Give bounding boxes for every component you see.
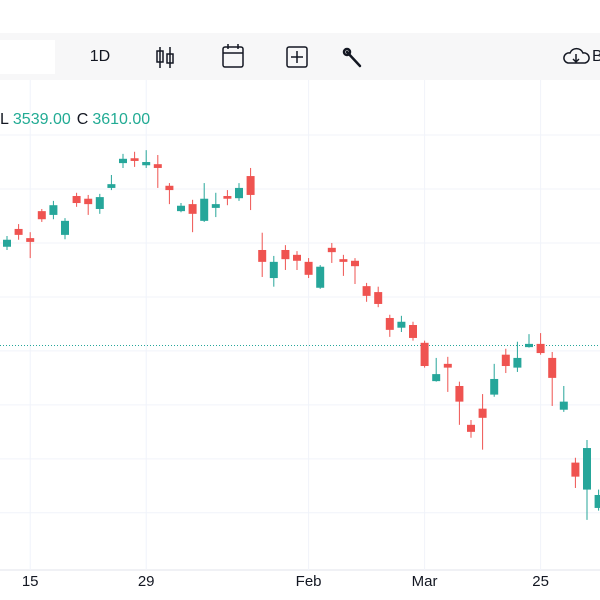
candle-body bbox=[281, 249, 290, 260]
legend-label: C bbox=[77, 111, 89, 128]
candle-body bbox=[548, 357, 557, 378]
toolbar-button[interactable]: B bbox=[592, 48, 600, 65]
candle-body bbox=[513, 357, 522, 368]
interval-button[interactable]: 1D bbox=[90, 48, 110, 65]
candle-body bbox=[293, 254, 301, 261]
candle-body bbox=[374, 292, 383, 304]
candle-body bbox=[443, 363, 452, 368]
candle-body bbox=[559, 401, 568, 410]
candle-body bbox=[316, 266, 325, 288]
candle-body bbox=[107, 184, 116, 188]
legend-label: L bbox=[0, 111, 9, 128]
candle-body bbox=[246, 176, 255, 195]
candle-body bbox=[339, 259, 348, 262]
add-icon[interactable] bbox=[286, 46, 308, 68]
candle-body bbox=[14, 228, 23, 235]
candle-body bbox=[269, 261, 278, 279]
candle-body bbox=[3, 239, 11, 247]
candle-body bbox=[304, 261, 313, 275]
candle-body bbox=[142, 162, 151, 166]
candle-body bbox=[525, 343, 533, 348]
candle-body bbox=[153, 164, 162, 168]
cloud-icon[interactable] bbox=[563, 47, 590, 64]
candle-body bbox=[594, 494, 600, 508]
candle-body bbox=[409, 325, 417, 338]
candle-body bbox=[235, 187, 243, 199]
candle-body bbox=[188, 204, 197, 214]
candle-body bbox=[61, 220, 69, 235]
calendar-icon[interactable] bbox=[222, 44, 244, 68]
candle-body bbox=[397, 321, 406, 328]
candle-body bbox=[490, 378, 499, 395]
settings-icon[interactable] bbox=[342, 47, 362, 68]
candle-body bbox=[455, 385, 464, 402]
candle-body bbox=[351, 260, 359, 267]
candle-body bbox=[385, 317, 394, 330]
candle-body bbox=[165, 185, 174, 191]
candle-body bbox=[362, 286, 371, 296]
candle-body bbox=[26, 238, 35, 242]
candle-body bbox=[223, 196, 232, 199]
candle-body bbox=[95, 197, 104, 209]
candle-body bbox=[119, 158, 127, 164]
candle-body bbox=[478, 408, 487, 418]
candle-body bbox=[177, 205, 185, 212]
candle-body bbox=[327, 247, 336, 253]
candle-body bbox=[258, 249, 267, 262]
candle-body bbox=[211, 204, 220, 208]
legend-value: 3610.00 bbox=[92, 111, 150, 128]
symbol-box[interactable] bbox=[0, 40, 55, 74]
candle-body bbox=[130, 158, 139, 161]
candle-body bbox=[200, 198, 209, 221]
candle-body bbox=[420, 342, 429, 367]
x-tick-label: Mar bbox=[412, 573, 438, 590]
candle-body bbox=[72, 196, 81, 204]
x-tick-label: 29 bbox=[138, 573, 155, 590]
candle-body bbox=[49, 205, 58, 215]
candle-body bbox=[432, 374, 441, 382]
x-tick-label: Feb bbox=[296, 573, 322, 590]
candle-body bbox=[467, 424, 475, 432]
candle-body bbox=[536, 343, 545, 354]
candle-body bbox=[37, 211, 46, 220]
plot bbox=[0, 80, 600, 570]
candle-body bbox=[571, 462, 580, 477]
candles-icon[interactable] bbox=[156, 47, 174, 68]
candle-body bbox=[501, 354, 510, 367]
x-tick-label: 15 bbox=[22, 573, 39, 590]
legend-value: 3539.00 bbox=[13, 111, 71, 128]
candle-body bbox=[84, 198, 93, 205]
x-tick-label: 25 bbox=[532, 573, 549, 590]
candle-body bbox=[583, 448, 591, 490]
